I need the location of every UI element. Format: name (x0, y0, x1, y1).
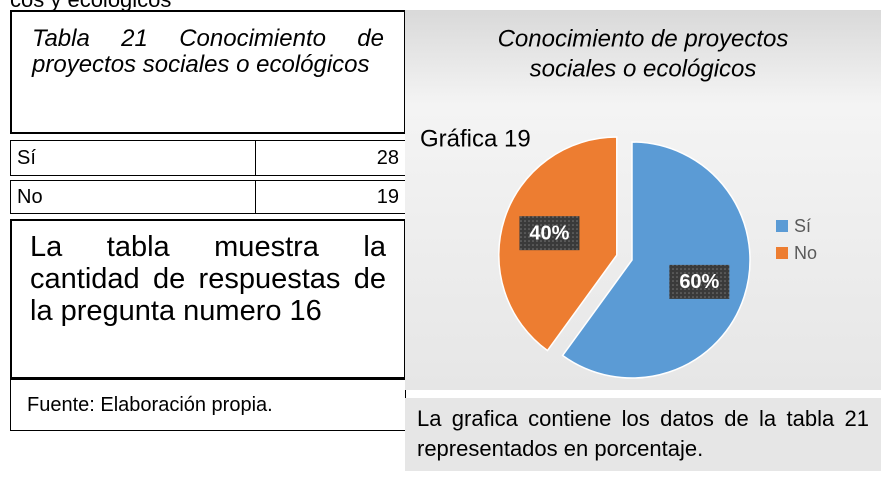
table-row: Sí 28 (10, 140, 406, 176)
label-box (669, 264, 730, 299)
top-fragment: cos y ecológicos (10, 0, 171, 13)
table-row: No 19 (10, 180, 406, 214)
cell: 19 (376, 186, 399, 208)
chart-title-1: Conocimiento de proyectos (498, 25, 789, 52)
legend-swatch (776, 220, 788, 232)
data-label: 40% (529, 222, 569, 244)
source: Fuente: Elaboración propia. (10, 379, 406, 431)
legend-swatch (776, 247, 788, 259)
legend-label: Sí (794, 216, 811, 236)
chart-label: Gráfica 19 (420, 125, 531, 152)
caption-box (405, 398, 881, 471)
chart-title-2: sociales o ecológicos (530, 55, 757, 82)
cell: 28 (376, 147, 399, 169)
cell: Sí (11, 141, 256, 175)
caption: La grafica contiene los datos de la tabl… (417, 406, 869, 461)
label-box (519, 216, 580, 251)
pie-slice (561, 141, 751, 379)
cell: No (11, 181, 256, 213)
description: La tabla muestra la cantidad de respuest… (10, 219, 406, 379)
data-label: 60% (679, 271, 719, 293)
legend-label: No (794, 243, 817, 263)
